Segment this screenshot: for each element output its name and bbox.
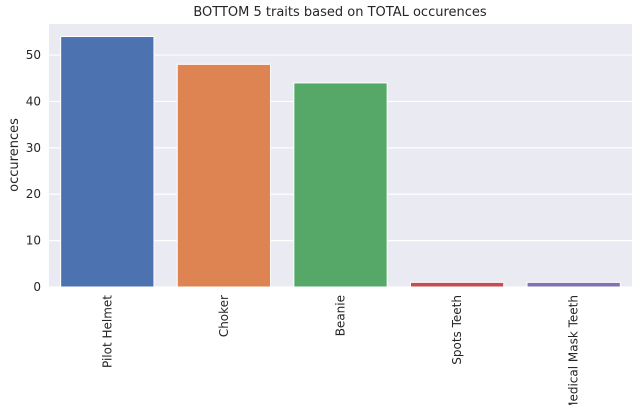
y-tick-label: 10 [26, 234, 41, 248]
bars [60, 36, 621, 288]
bar-medical-mask-teeth [526, 281, 621, 288]
y-tick-label: 20 [26, 187, 41, 201]
x-tick-label: Beanie [334, 295, 348, 336]
bar-pilot-helmet [60, 36, 155, 288]
y-axis-label: occurences [7, 118, 22, 192]
chart-title: BOTTOM 5 traits based on TOTAL occurence… [193, 5, 487, 20]
x-tick-label: Medical Mask Teeth [567, 295, 581, 405]
y-tick-label: 40 [26, 94, 41, 108]
y-tick-label: 0 [33, 280, 41, 294]
y-tick-label: 30 [26, 141, 41, 155]
y-tick-label: 50 [26, 48, 41, 62]
bar-beanie [293, 82, 388, 288]
bar-choker [176, 63, 272, 288]
y-tick-labels: 0 10 20 30 40 50 [26, 48, 41, 294]
x-tick-label: Choker [217, 295, 231, 337]
x-tick-label: Pilot Helmet [100, 295, 114, 368]
x-tick-label: Spots Teeth [450, 295, 464, 365]
bar-spots-teeth [409, 281, 505, 288]
x-tick-labels: Pilot Helmet Choker Beanie Spots Teeth Medic… [100, 295, 581, 410]
